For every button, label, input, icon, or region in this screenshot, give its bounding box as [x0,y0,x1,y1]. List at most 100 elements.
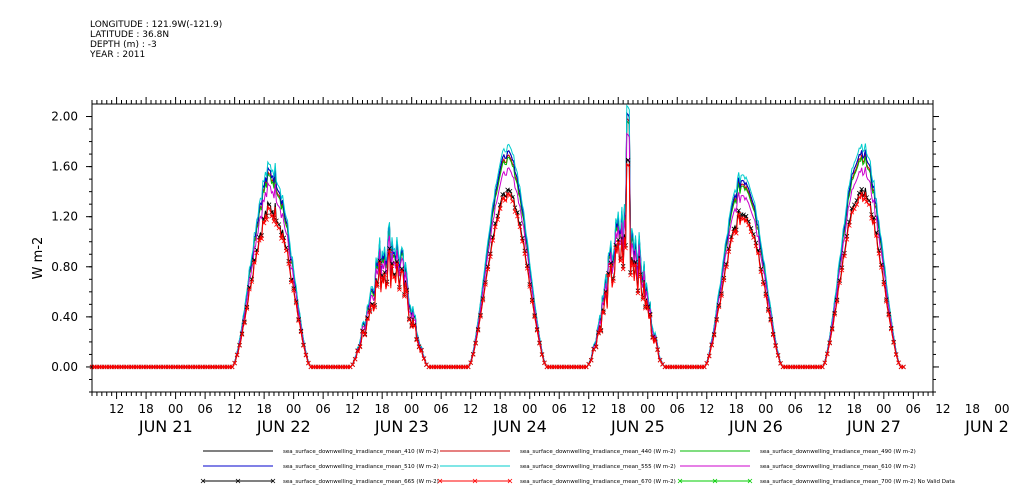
series-marker [849,209,855,215]
legend-marker [472,478,478,484]
series-marker [468,360,473,366]
series-marker [542,360,547,366]
series-marker [293,300,299,306]
series-marker [765,308,771,314]
series-marker [613,245,619,250]
day-label: JUN 21 [138,417,193,436]
x-tick-label: 00 [876,402,891,416]
x-tick-label: 00 [168,402,183,416]
series-marker [741,216,746,221]
y-tick-label: 0.00 [51,360,78,374]
series-marker [495,217,501,222]
series-marker [635,290,641,296]
series-marker [505,191,510,197]
x-tick-label: 18 [493,402,508,416]
series-marker [276,225,282,231]
series-marker [512,209,518,214]
series-marker [645,305,651,311]
series-marker [620,266,626,272]
series-marker [827,340,833,346]
series-marker [239,332,245,337]
series-marker [397,287,402,292]
legend-marker [270,478,276,484]
series-marker [483,282,488,287]
series-line [92,119,904,368]
day-label: JUN 27 [846,417,901,436]
legend-marker [437,478,443,484]
series-marker [778,361,783,366]
series-marker [301,343,306,348]
x-tick-label: 00 [758,402,773,416]
legend-label: sea_surface_downwelling_irradiance_mean_… [760,479,955,485]
series-marker [652,337,658,342]
x-tick-label: 06 [316,402,331,416]
series-marker [596,330,601,336]
series-marker [741,212,746,218]
series-marker [507,193,513,198]
legend-label: sea_surface_downwelling_irradiance_mean_… [760,464,916,470]
series-marker [871,218,877,224]
x-tick-label: 00 [404,402,419,416]
series-marker [286,261,292,267]
series-marker [288,279,294,285]
x-tick-label: 06 [906,402,921,416]
series-marker [473,341,478,346]
series-marker [283,248,289,254]
x-tick-label: 00 [994,402,1009,416]
y-tick-label: 2.00 [51,110,78,124]
series-marker [421,356,427,361]
series-marker [586,361,592,367]
year-text: YEAR : 2011 [90,50,146,60]
x-tick-label: 12 [817,402,832,416]
legend-marker [507,478,513,484]
series-marker [625,157,631,163]
series-marker [854,202,860,207]
series-marker [271,219,277,224]
series-marker [502,198,508,203]
series-marker [360,329,365,334]
legend-label: sea_surface_downwelling_irradiance_mean_… [520,449,676,455]
series-marker [893,352,899,357]
y-tick-label: 0.80 [51,260,78,274]
day-label: JUN 25 [610,417,665,436]
x-tick-label: 00 [522,402,537,416]
series-marker [505,187,510,193]
series-marker [274,222,279,227]
series-marker [773,343,778,349]
series-marker [493,224,498,230]
series-marker [372,304,378,310]
series-marker [520,239,525,244]
day-label: JUN 26 [728,417,783,436]
series-marker [382,272,387,277]
series-marker [876,251,882,256]
legend-label: sea_surface_downwelling_irradiance_mean_… [283,449,439,455]
series-marker [365,316,370,322]
series-marker [478,314,483,319]
latitude-text: LATITUDE : 36.8N [90,30,170,40]
y-tick-label: 0.40 [51,310,78,324]
series-marker [623,245,628,251]
series-marker [480,297,486,303]
series-marker [711,332,717,338]
series-marker [896,360,901,366]
series-marker [296,318,301,323]
series-marker [751,235,756,240]
series-marker [731,229,737,235]
series-marker [721,277,727,283]
series-marker [419,348,424,353]
series-marker [856,194,862,200]
series-marker [775,353,781,358]
legend-marker [200,478,206,484]
series-marker [852,206,857,212]
series-marker [864,195,869,200]
series-marker [753,243,759,249]
series-marker [475,328,481,333]
series-marker [606,272,611,278]
series-marker [252,260,257,265]
series-marker [259,236,264,242]
series-marker [724,264,729,270]
series-marker [527,284,532,289]
x-tick-label: 18 [375,402,390,416]
day-label: JUN 28 [964,417,1009,436]
